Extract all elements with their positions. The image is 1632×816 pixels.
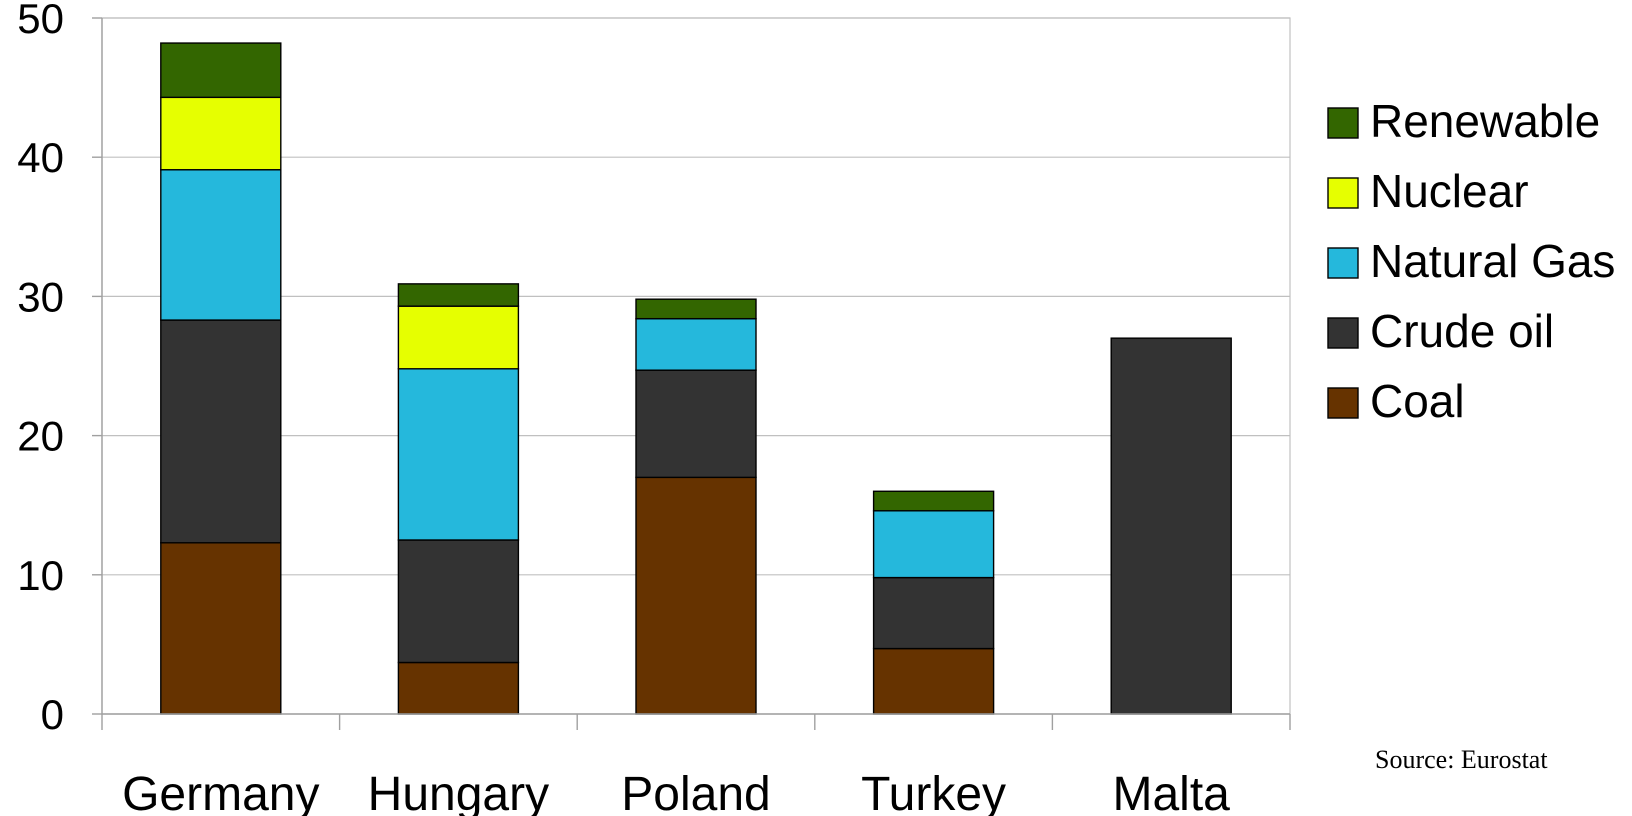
legend: Renewable Nuclear Natural Gas Crude oil Coal <box>1327 95 1615 427</box>
legend-label-renewable: Renewable <box>1370 95 1600 147</box>
x-category-label-hungary: Hungary <box>368 768 549 816</box>
y-tick-label: 50 <box>17 0 64 42</box>
y-tick-labels: 0 10 20 30 40 50 <box>17 0 64 738</box>
legend-swatch-renewable <box>1327 107 1359 139</box>
bar-segment-coal-hungary <box>397 661 520 715</box>
x-tick-labels: Germany Hungary Poland Turkey Malta <box>122 768 1230 816</box>
y-tick-label: 40 <box>17 134 64 181</box>
bar-segment-coal-poland <box>635 476 757 715</box>
legend-swatch-coal <box>1327 387 1359 419</box>
legend-swatch-crude-oil <box>1327 317 1359 349</box>
x-category-label-poland: Poland <box>621 768 770 816</box>
bar-segment-renewable-germany <box>160 42 282 99</box>
x-category-label-malta: Malta <box>1113 768 1231 816</box>
source-note: Source: Eurostat <box>1375 745 1548 774</box>
legend-swatch-nuclear <box>1327 177 1359 209</box>
bar-segment-crude-oil-poland <box>635 369 757 479</box>
bar-segment-renewable-poland <box>635 298 757 320</box>
bar-segment-natural-gas-poland <box>635 317 757 371</box>
bar-segment-renewable-hungary <box>397 283 520 307</box>
bar-segment-crude-oil-hungary <box>397 539 520 664</box>
gridlines <box>102 17 1290 576</box>
bar-segment-crude-oil-malta <box>1110 337 1232 715</box>
bar-segment-coal-turkey <box>872 647 995 715</box>
axes <box>92 17 1291 730</box>
y-tick-label: 10 <box>17 552 64 599</box>
x-category-label-turkey: Turkey <box>861 768 1006 816</box>
bar-segment-natural-gas-hungary <box>397 368 520 541</box>
bar-segment-natural-gas-turkey <box>872 510 995 579</box>
y-tick-label: 20 <box>17 413 64 460</box>
bar-segment-coal-germany <box>160 542 282 715</box>
y-tick-label: 0 <box>41 691 64 738</box>
bar-segment-nuclear-hungary <box>397 305 520 370</box>
legend-label-natural-gas: Natural Gas <box>1370 235 1615 287</box>
legend-label-crude-oil: Crude oil <box>1370 305 1554 357</box>
legend-swatch-natural-gas <box>1327 247 1359 279</box>
bars <box>160 42 1232 715</box>
bar-segment-renewable-turkey <box>872 490 995 512</box>
bar-segment-crude-oil-turkey <box>872 576 995 650</box>
x-category-label-germany: Germany <box>122 768 319 816</box>
y-tick-label: 30 <box>17 273 64 320</box>
bar-segment-natural-gas-germany <box>160 169 282 321</box>
legend-label-nuclear: Nuclear <box>1370 165 1529 217</box>
bar-segment-crude-oil-germany <box>160 319 282 544</box>
legend-label-coal: Coal <box>1370 375 1465 427</box>
bar-segment-nuclear-germany <box>160 96 282 171</box>
